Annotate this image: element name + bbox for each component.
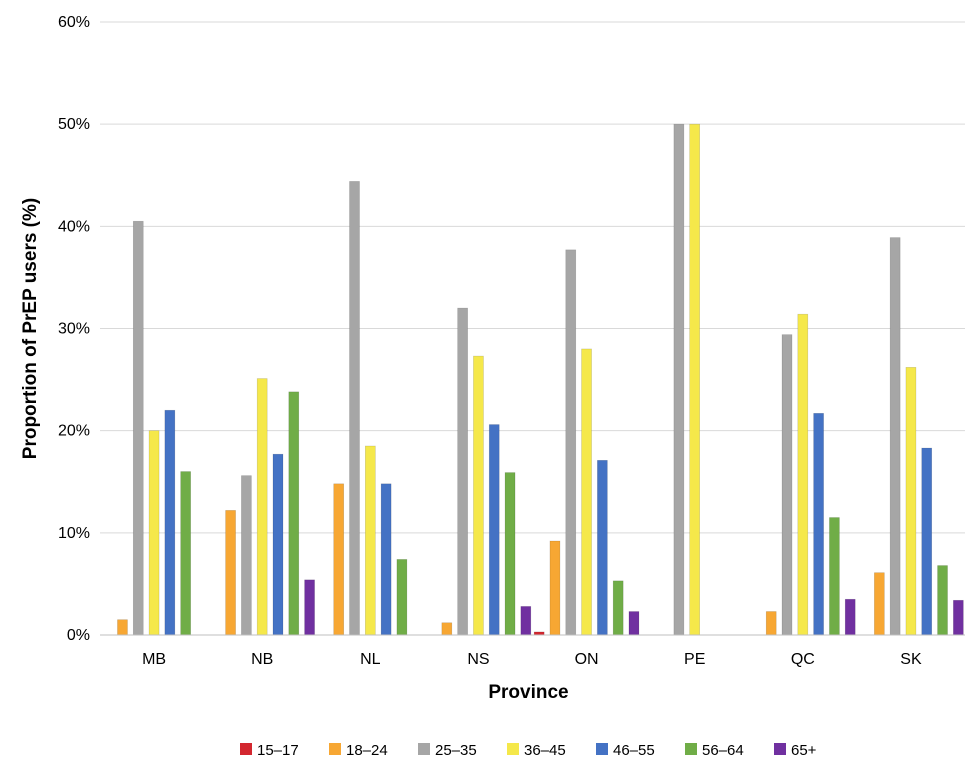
y-tick-label: 40% [58,218,90,235]
bar-nl-series-4 [380,483,392,636]
legend-label: 46–55 [613,742,655,759]
y-tick-label: 30% [58,321,90,338]
bar-nl-series-3 [365,445,376,636]
legend-swatch [774,743,786,755]
x-tick-label: NL [360,651,381,668]
legend-label: 15–17 [257,742,299,759]
bar-pe-series-3 [689,123,700,636]
bar-nl-series-5 [396,559,408,636]
y-axis-title: Proportion of PrEP users (%) [20,198,41,459]
legend-swatch [329,743,341,755]
x-tick-labels: MB NB NL NS ON PE QC SK [142,651,922,668]
legend-label: 18–24 [346,742,388,759]
bar-qc-series-3 [797,313,809,636]
bar-nl-series-1 [333,483,345,636]
bar-nb-series-5 [288,391,300,636]
legend-swatch [685,743,697,755]
bar-ns-series-6 [520,606,532,636]
bar-mb-series-5 [180,471,191,636]
bar-mb-series-3 [148,430,160,636]
bar-sk-series-1 [874,572,885,636]
x-tick-label: ON [575,651,599,668]
bar-nb-series-6 [304,579,315,636]
bar-nb-series-2 [241,475,252,636]
y-tick-label: 20% [58,423,90,440]
bar-on-series-1 [549,540,561,636]
bar-sk-series-6 [953,599,964,636]
bar-ns-series-5 [504,472,516,636]
bar-on-series-6 [628,611,640,636]
bar-ns-series-4 [488,424,500,636]
legend-swatch [596,743,608,755]
bar-on-series-5 [612,580,624,636]
bar-qc-series-5 [829,517,840,636]
bar-ns-series-3 [473,355,484,636]
x-axis-title: Province [488,682,568,703]
legend-swatch [418,743,430,755]
bars [117,123,964,636]
y-tick-label: 60% [58,14,90,31]
y-tick-labels: 0% 10% 20% 30% 40% 50% 60% [58,14,90,644]
y-tick-label: 10% [58,525,90,542]
x-tick-label: NS [467,651,489,668]
legend-label: 56–64 [702,742,744,759]
bar-sk-series-3 [905,367,917,636]
bar-ns-series-2 [457,307,468,636]
legend-label: 65+ [791,742,817,759]
bar-on-series-2 [565,249,577,636]
bar-sk-series-5 [937,565,948,636]
bar-pe-series-2 [673,123,685,636]
legend-label: 36–45 [524,742,566,759]
bar-ns-series-1 [441,622,453,636]
bar-nl-series-2 [349,181,360,636]
bar-on-series-3 [581,348,592,636]
x-tick-label: SK [900,651,922,668]
legend: 15–17 18–24 25–35 36–45 46–55 56–64 65+ [240,742,817,759]
bar-mb-series-2 [132,220,144,636]
bar-qc-series-4 [813,412,824,636]
bar-mb-series-4 [164,409,176,636]
x-tick-label: NB [251,651,273,668]
bar-sk-series-2 [889,237,901,636]
x-tick-label: MB [142,651,166,668]
legend-label: 25–35 [435,742,477,759]
bar-nb-series-4 [272,453,284,636]
x-tick-label: QC [791,651,815,668]
bar-nb-series-1 [225,510,236,636]
bar-qc-series-6 [844,598,856,636]
bar-qc-series-1 [765,611,777,636]
x-tick-label: PE [684,651,705,668]
legend-swatch [240,743,252,755]
bar-on-series-4 [597,459,608,636]
legend-swatch [507,743,519,755]
gridlines [100,21,965,534]
y-tick-label: 0% [67,627,90,644]
y-tick-label: 50% [58,116,90,133]
bar-mb-series-1 [117,619,128,636]
bar-qc-series-2 [781,334,793,636]
bar-sk-series-4 [921,447,933,636]
bar-nb-series-3 [256,378,268,636]
